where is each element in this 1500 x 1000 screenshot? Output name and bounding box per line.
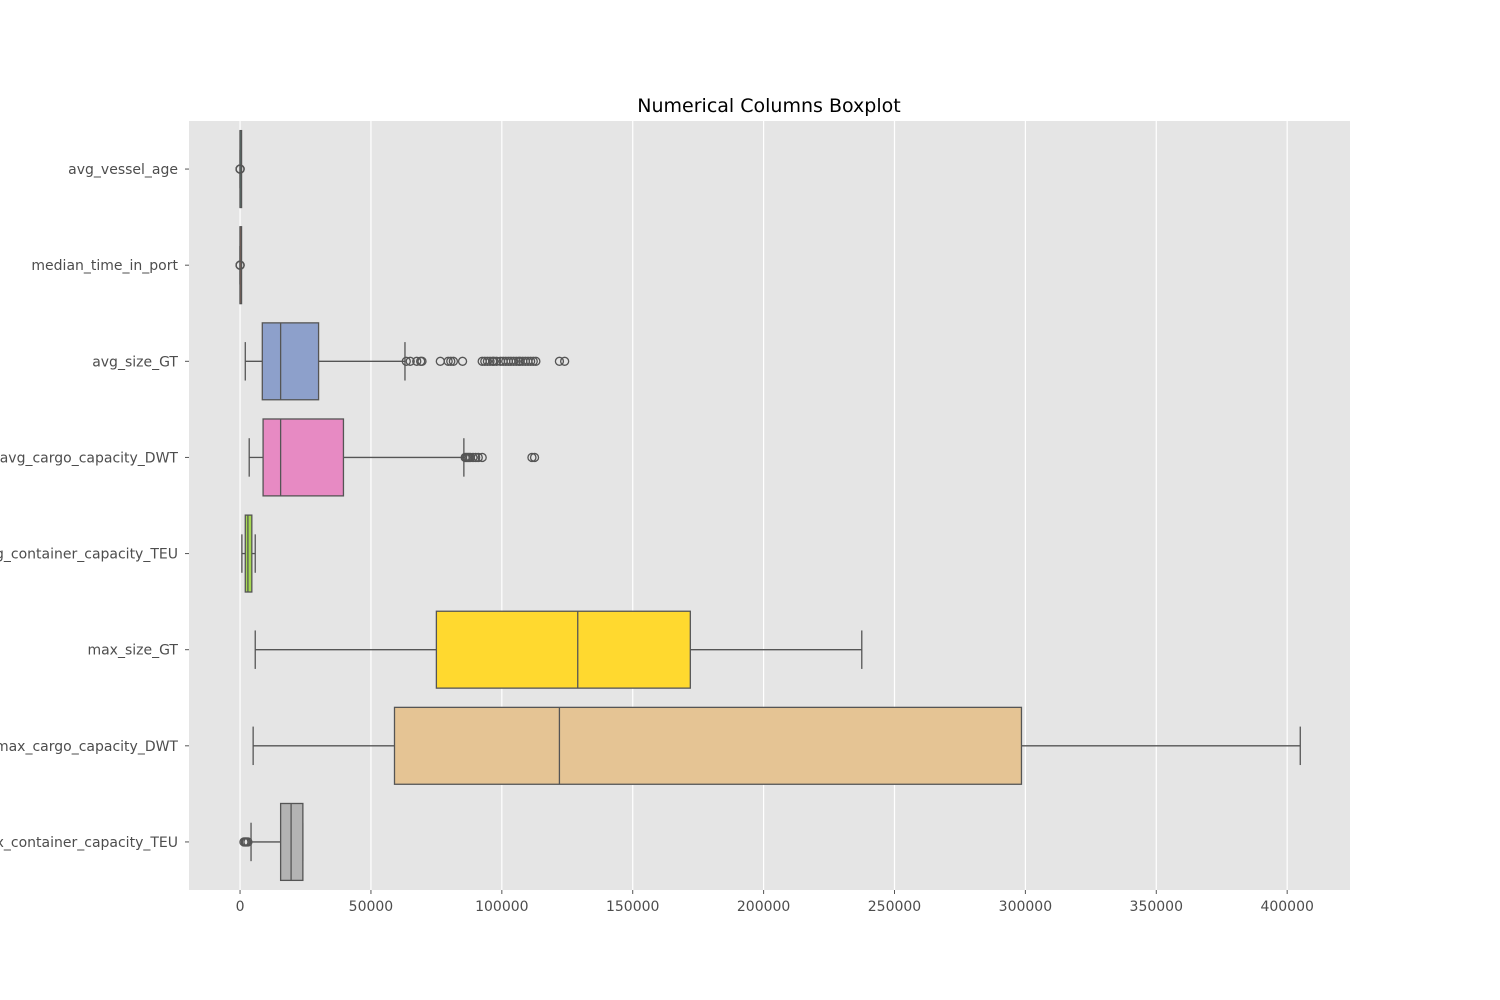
outlier-point [531, 356, 541, 366]
box-iqr [261, 322, 320, 401]
box-avg_cargo_capacity_DWT [248, 418, 540, 497]
outlier-point [511, 356, 521, 366]
outlier-point [525, 356, 536, 366]
outlier-point [560, 356, 570, 366]
y-tick-label: avg_vessel_age [68, 162, 178, 178]
outlier-point [468, 452, 478, 463]
chart-title: Numerical Columns Boxplot [637, 95, 900, 117]
x-tick-label: 0 [236, 899, 245, 915]
y-axis-ticks: avg_vessel_age median_time_in_port avg_siz… [0, 162, 189, 851]
y-tick-label: avg_size_GT [92, 354, 178, 370]
outlier-point [243, 837, 253, 847]
box-avg_container_capacity_TEU [241, 514, 256, 593]
box-max_size_GT [254, 610, 863, 689]
y-tick-label: max_container_capacity_TEU [0, 835, 178, 851]
outlier-point [527, 452, 537, 463]
outlier-point [508, 356, 519, 366]
box-median_time_in_port [235, 226, 245, 305]
x-tick-label: 50000 [349, 899, 394, 915]
box-iqr [244, 514, 253, 593]
outlier-point [489, 356, 499, 366]
y-tick-label: avg_cargo_capacity_DWT [0, 450, 178, 466]
x-axis-ticks: 0 50000 100000 150000 200000 250000 300000 3500… [236, 890, 1314, 915]
outlier-point [457, 356, 468, 366]
y-tick-label: max_cargo_capacity_DWT [0, 739, 178, 755]
outlier-point [405, 356, 415, 366]
boxes [235, 129, 1301, 882]
x-tick-label: 350000 [1130, 899, 1183, 915]
y-tick-label: median_time_in_port [31, 258, 178, 274]
x-tick-label: 100000 [475, 899, 528, 915]
outlier-point [448, 356, 459, 366]
box-avg_size_GT [244, 322, 570, 401]
outlier-point [482, 356, 493, 366]
outlier-point [443, 356, 453, 366]
box-max_container_capacity_TEU [239, 802, 304, 882]
x-tick-label: 400000 [1260, 899, 1313, 915]
outlier-point [235, 260, 245, 270]
outlier-point [554, 356, 565, 366]
outlier-point [491, 356, 502, 366]
y-tick-label: max_size_GT [87, 643, 178, 659]
outlier-point [473, 452, 483, 463]
x-tick-label: 250000 [868, 899, 921, 915]
outlier-point [417, 356, 427, 366]
box-iqr [279, 802, 304, 882]
box-iqr [393, 706, 1023, 785]
x-tick-label: 200000 [737, 899, 790, 915]
box-iqr [262, 418, 345, 497]
x-tick-label: 300000 [999, 899, 1052, 915]
x-tick-label: 150000 [606, 899, 659, 915]
box-iqr [435, 610, 691, 689]
outlier-point [471, 452, 481, 463]
outlier-point [235, 164, 245, 174]
outlier-point [446, 356, 456, 366]
box-avg_vessel_age [235, 129, 245, 209]
outlier-point [485, 356, 495, 366]
outlier-point [528, 356, 538, 366]
outlier-point [401, 356, 411, 366]
box-max_cargo_capacity_DWT [252, 706, 1301, 785]
outlier-point [412, 356, 422, 366]
outlier-point [529, 452, 540, 463]
outlier-point [477, 452, 487, 463]
y-tick-label: avg_container_capacity_TEU [0, 547, 178, 563]
